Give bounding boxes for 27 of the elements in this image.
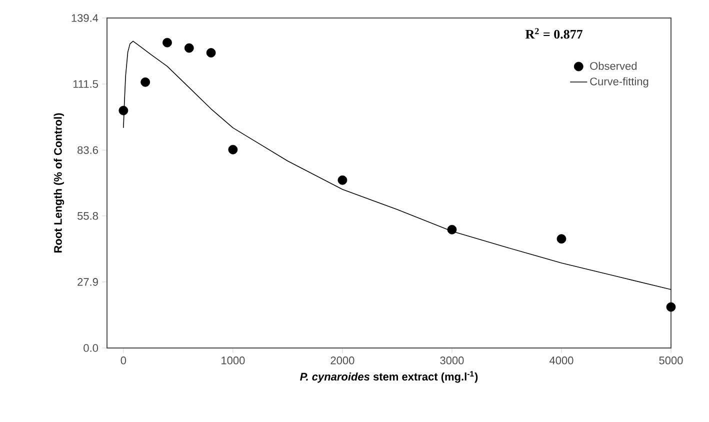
point xyxy=(338,175,348,185)
x-tick-label: 3000 xyxy=(440,356,464,364)
point xyxy=(666,302,676,312)
y-tick-label: 139.4 xyxy=(72,14,98,22)
x-tick-label: 2000 xyxy=(330,356,354,364)
x-axis-title: P. cynaroides stem extract (mg.l$^{-1}$) xyxy=(300,371,478,383)
point xyxy=(447,224,457,234)
y-tick-label: 27.9 xyxy=(78,278,98,286)
y-tick-label: 83.6 xyxy=(78,146,98,154)
y-tick-label: 111.5 xyxy=(73,80,98,88)
x-tick-label: 0 xyxy=(120,356,126,364)
point xyxy=(228,144,238,154)
y-axis-title: Root Length (% of Control) xyxy=(54,113,64,253)
point xyxy=(556,234,566,244)
point xyxy=(206,48,216,58)
legend-label: Observed xyxy=(590,62,637,70)
x-tick-label: 5000 xyxy=(659,356,683,364)
y-tick-label: 0.0 xyxy=(84,344,98,352)
point xyxy=(118,106,128,116)
x-tick-label: 4000 xyxy=(550,356,574,364)
point xyxy=(184,43,194,53)
y-tick-label: 55.8 xyxy=(78,212,98,220)
x-tick-label: 1000 xyxy=(222,356,245,364)
point xyxy=(140,77,150,87)
legend-label: Curve-fitting xyxy=(590,77,648,88)
point xyxy=(162,38,172,48)
annotation: R$^{2}$ = 0.877 xyxy=(525,28,583,39)
